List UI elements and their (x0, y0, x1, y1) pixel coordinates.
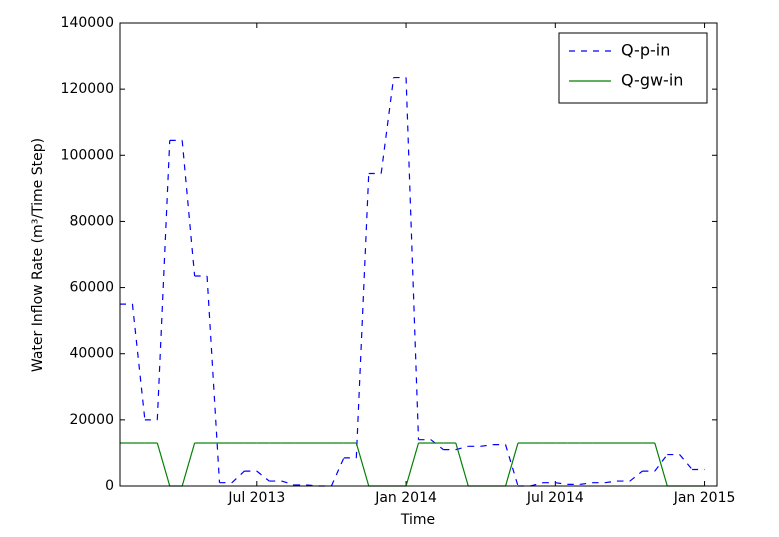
line-connector (156, 442, 171, 487)
line-connector (580, 482, 593, 485)
series (120, 76, 705, 487)
line-connector (430, 439, 444, 451)
line-connector (405, 77, 420, 440)
x-tick-label: Jan 2014 (374, 490, 437, 506)
line-connector (281, 480, 295, 486)
line-connector (206, 275, 221, 483)
y-tick-label: 80000 (69, 213, 114, 229)
y-tick-label: 0 (105, 478, 114, 494)
line-connector (231, 470, 245, 484)
y-tick-label: 140000 (61, 15, 114, 31)
line-connector (256, 470, 270, 482)
y-axis-label: Water Inflow Rate (m³/Time Step) (30, 138, 46, 372)
line-connector (679, 454, 693, 470)
x-axis-label: Time (400, 512, 435, 528)
line-connector (156, 140, 171, 420)
line-connector (405, 442, 420, 487)
line-connector (455, 442, 469, 487)
y-tick-label: 120000 (61, 81, 114, 97)
line-connector (504, 442, 519, 487)
line-connector (181, 140, 196, 277)
y-tick-label: 60000 (69, 280, 114, 296)
line-connector (654, 442, 668, 487)
line-connector (355, 173, 370, 458)
line-connector (530, 482, 544, 487)
x-tick-label: Jan 2015 (673, 490, 736, 506)
line-connector (131, 304, 146, 420)
line-connector (355, 442, 370, 487)
line-connector (629, 470, 643, 482)
series (120, 442, 705, 487)
line-connector (604, 480, 618, 484)
line-connector (181, 442, 196, 487)
line-connector (654, 454, 668, 472)
legend-label: Q-gw-in (621, 71, 683, 90)
y-tick-label: 20000 (69, 412, 114, 428)
y-tick-label: 40000 (69, 346, 114, 362)
y-tick-label: 100000 (61, 147, 114, 163)
line-connector (330, 457, 345, 487)
line-connector (555, 482, 568, 485)
line-connector (380, 77, 395, 174)
legend: Q-p-in Q-gw-in (558, 32, 708, 104)
x-tick-label: Jul 2014 (526, 490, 584, 506)
x-tick-label: Jul 2013 (227, 490, 285, 506)
legend-label: Q-p-in (621, 41, 670, 60)
plot-frame (119, 22, 718, 487)
legend-box (558, 32, 708, 104)
line-connector (480, 444, 494, 447)
line-connector (306, 484, 320, 487)
